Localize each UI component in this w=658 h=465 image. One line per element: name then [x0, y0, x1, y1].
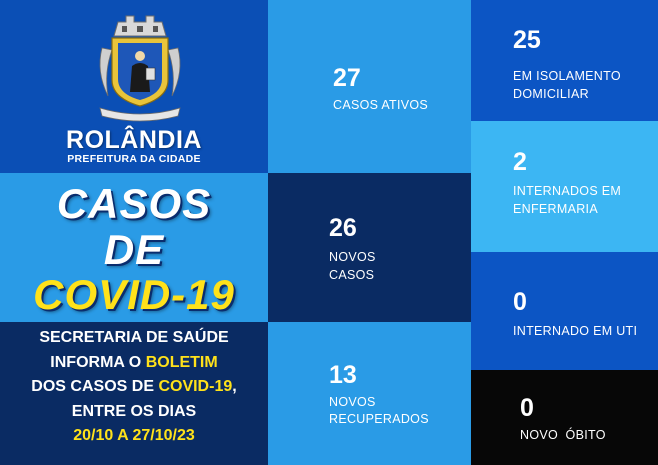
info-line-3-suffix: ,: [232, 378, 237, 395]
enfermaria-label-2: ENFERMARIA: [513, 202, 598, 216]
info-dates: 20/10 A 27/10/23: [73, 427, 195, 444]
isolamento-value: 25: [513, 26, 541, 54]
novos-panel: [268, 173, 471, 322]
recuperados-label-1: NOVOS: [329, 395, 376, 409]
isolamento-label-2: DOMICILIAR: [513, 87, 589, 101]
uti-value: 0: [513, 288, 527, 316]
coat-of-arms-icon: [99, 15, 181, 122]
ativos-panel: [268, 0, 471, 173]
uti-panel: [471, 252, 658, 370]
info-text: SECRETARIA DE SAÚDE INFORMA O BOLETIM DO…: [0, 326, 268, 449]
novos-label-1: NOVOS: [329, 250, 376, 264]
recuperados-value: 13: [329, 361, 357, 389]
info-panel: [0, 322, 268, 465]
info-covid-highlight: COVID-19: [158, 378, 233, 395]
enfermaria-panel: [471, 121, 658, 252]
ativos-value: 27: [333, 64, 361, 92]
title-line-1: CASOS: [56, 180, 212, 227]
isolamento-label-1: EM ISOLAMENTO: [513, 69, 621, 83]
info-boletim-highlight: BOLETIM: [145, 353, 218, 371]
recuperados-panel: [268, 322, 471, 465]
enfermaria-label-1: INTERNADOS EM: [513, 184, 622, 198]
title-line-3: COVID-19: [33, 271, 235, 318]
enfermaria-value: 2: [513, 148, 527, 176]
info-line-1: SECRETARIA DE SAÚDE: [39, 329, 229, 346]
city-subtitle: PREFEITURA DA CIDADE: [67, 153, 201, 165]
isolamento-panel: [471, 0, 658, 121]
title-panel: [0, 173, 268, 322]
city-name: ROLÂNDIA: [66, 126, 202, 154]
info-line-2: INFORMA O BOLETIM: [0, 351, 268, 376]
ativos-label: CASOS ATIVOS: [333, 98, 429, 112]
title-line-2: DE: [103, 226, 165, 273]
novos-value: 26: [329, 214, 357, 242]
obito-label: NOVO ÓBITO: [520, 428, 606, 442]
info-line-4: ENTRE OS DIAS: [71, 402, 197, 420]
uti-label: INTERNADO EM UTI: [513, 324, 638, 338]
novos-label-2: CASOS: [329, 268, 375, 282]
obito-value: 0: [520, 394, 534, 422]
recuperados-label-2: RECUPERADOS: [329, 412, 429, 426]
obito-panel: [471, 370, 658, 465]
info-line-3: DOS CASOS DE COVID-19,: [0, 375, 268, 400]
info-line-2-text: INFORMA O: [50, 353, 146, 371]
info-line-3-text: DOS CASOS DE: [31, 378, 159, 395]
